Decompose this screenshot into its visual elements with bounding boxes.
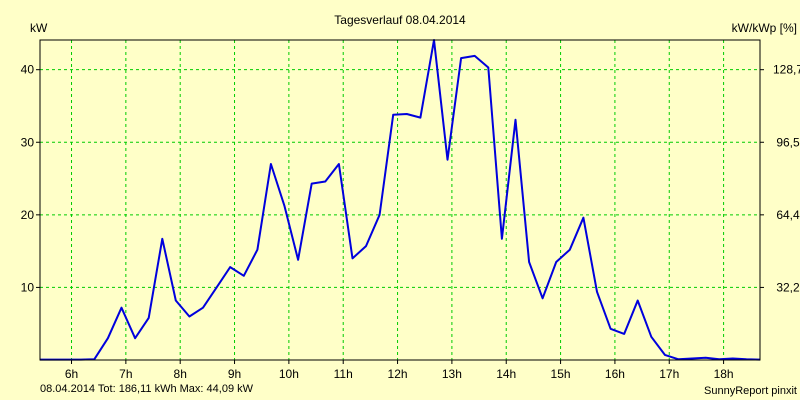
x-tick-label: 16h xyxy=(605,367,625,381)
y-tick-label: 10 xyxy=(21,280,35,294)
y-axis-label-left: kW xyxy=(30,21,48,35)
right-tick-label: 64,4 xyxy=(776,208,800,222)
footer-summary: 08.04.2014 Tot: 186,11 kWh Max: 44,09 kW xyxy=(40,383,254,395)
x-tick-label: 10h xyxy=(279,367,299,381)
x-tick-label: 13h xyxy=(442,367,462,381)
right-tick-label: 128,7 xyxy=(773,63,800,77)
plot-area xyxy=(40,40,760,360)
y-tick-label: 20 xyxy=(21,208,35,222)
x-tick-label: 7h xyxy=(119,367,132,381)
x-tick-label: 18h xyxy=(714,367,734,381)
series-line xyxy=(40,39,761,361)
series-layer xyxy=(40,39,761,361)
plot-border xyxy=(39,39,761,361)
x-tick-label: 9h xyxy=(228,367,241,381)
chart-title: Tagesverlauf 08.04.2014 xyxy=(334,13,466,27)
x-tick-label: 15h xyxy=(551,367,571,381)
y-tick-label: 30 xyxy=(21,135,35,149)
x-tick-label: 12h xyxy=(388,367,408,381)
y-axis-label-right: kW/kWp [%] xyxy=(732,21,797,35)
x-tick-label: 17h xyxy=(659,367,679,381)
x-tick-label: 6h xyxy=(65,367,78,381)
y-tick-label: 40 xyxy=(21,63,35,77)
x-tick-label: 14h xyxy=(496,367,516,381)
right-tick-label: 32,2 xyxy=(776,280,800,294)
x-axis: 6h 7h 8h 9h 10h 11h 12h 13h 14h 15h 16h 17h 18h xyxy=(65,360,734,381)
x-tick-label: 11h xyxy=(334,367,353,381)
right-tick-label: 96,5 xyxy=(776,135,800,149)
footer-credit: SunnyReport pinxit xyxy=(704,385,797,397)
y-axis-right: 32,2 64,4 96,5 128,7 xyxy=(760,63,800,294)
x-tick-label: 8h xyxy=(174,367,187,381)
y-axis-left: 10 20 30 40 xyxy=(21,63,40,294)
grid xyxy=(40,40,760,360)
